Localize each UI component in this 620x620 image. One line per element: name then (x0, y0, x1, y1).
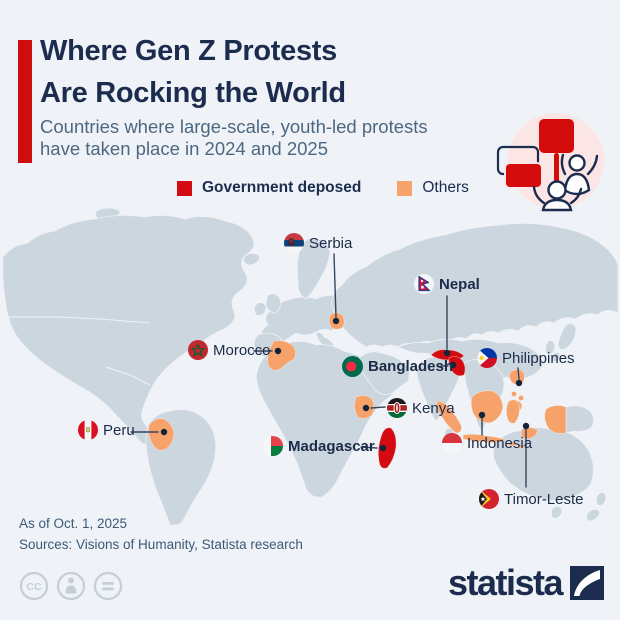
madagascar-flag-icon (263, 436, 283, 456)
world-map (2, 207, 619, 525)
map-label-timor-leste-text: Timor-Leste (504, 490, 584, 508)
map-label-kenya: Kenya (387, 398, 455, 418)
indonesia-flag-icon (442, 433, 462, 453)
legend-others-swatch (397, 180, 413, 196)
map-label-madagascar-text: Madagascar (288, 437, 375, 455)
title-line-1: Where Gen Z Protests (40, 35, 337, 67)
legend-deposed-label: Government deposed (202, 179, 362, 196)
protest-illustration-icon (496, 113, 604, 212)
sources-line: Sources: Visions of Humanity, Statista r… (19, 537, 303, 552)
map-label-indonesia: Indonesia (442, 433, 532, 453)
map-deposed-countries (378, 349, 466, 469)
statista-logo[interactable]: statista (447, 562, 604, 603)
title-accent-bar (18, 40, 32, 163)
kenya-flag-icon (387, 398, 407, 418)
cc-nd-icon (93, 571, 123, 601)
peru-flag-icon (78, 420, 98, 440)
nepal-flag-icon (414, 274, 434, 294)
cc-icon (19, 571, 49, 601)
statista-logo-mark-icon (570, 566, 604, 600)
page-subtitle: Countries where large-scale, youth-led p… (40, 116, 428, 160)
cc-by-icon (56, 571, 86, 601)
cc-license-icons[interactable]: CC (18, 570, 124, 602)
legend-others-label: Others (422, 179, 469, 196)
map-label-philippines: Philippines (477, 348, 575, 368)
map-label-timor-leste: Timor-Leste (479, 489, 583, 509)
as-of-date: As of Oct. 1, 2025 (19, 516, 128, 531)
bangladesh-flag-icon (342, 356, 363, 377)
map-others-countries (148, 312, 567, 451)
serbia-flag-icon (284, 233, 304, 253)
subtitle-line-2: have taken place in 2024 and 2025 (40, 138, 329, 160)
map-label-madagascar: Madagascar (263, 436, 375, 456)
map-label-indonesia-text: Indonesia (467, 434, 533, 452)
map-leader-lines (130, 253, 527, 488)
map-label-morocco-text: Morocco (213, 341, 271, 359)
map-label-nepal-text: Nepal (439, 275, 480, 293)
legend: Government deposed Others (177, 179, 469, 197)
timor-leste-flag-icon (479, 489, 499, 509)
map-label-bangladesh: Bangladesh (342, 356, 453, 377)
map-location-dots (160, 317, 530, 452)
subtitle-line-1: Countries where large-scale, youth-led p… (40, 116, 428, 137)
page-title: Where Gen Z Protests Are Rocking the Wor… (40, 30, 346, 114)
svg-text:CC: CC (26, 581, 42, 593)
legend-deposed-swatch (177, 180, 192, 196)
statista-wordmark: statista (447, 562, 564, 603)
map-label-kenya-text: Kenya (412, 399, 455, 417)
map-label-peru: Peru (78, 420, 135, 440)
philippines-flag-icon (477, 348, 497, 368)
map-label-morocco: Morocco (188, 340, 271, 360)
morocco-flag-icon (188, 340, 208, 360)
map-label-nepal: Nepal (414, 274, 480, 294)
map-label-serbia-text: Serbia (309, 234, 353, 252)
map-label-peru-text: Peru (103, 421, 135, 439)
map-label-serbia: Serbia (284, 233, 352, 253)
map-label-philippines-text: Philippines (502, 349, 575, 367)
map-label-bangladesh-text: Bangladesh (368, 358, 454, 375)
title-line-2: Are Rocking the World (40, 77, 346, 110)
